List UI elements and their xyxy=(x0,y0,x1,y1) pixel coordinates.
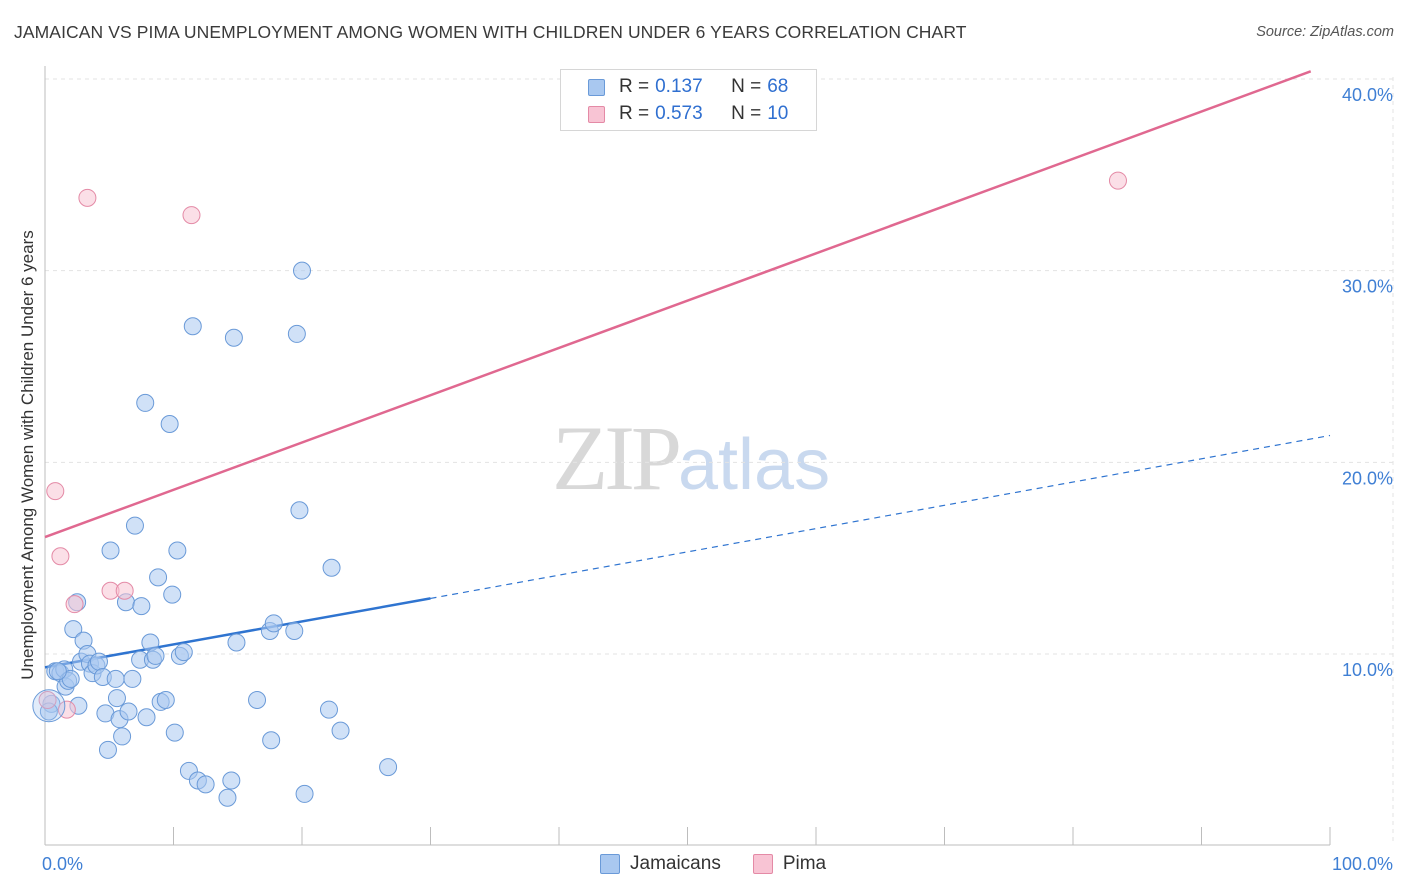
jamaicans-point xyxy=(248,691,267,709)
jamaicans-point xyxy=(98,740,117,759)
x-tick-label: 0.0% xyxy=(42,854,83,874)
jamaicans-point xyxy=(48,662,67,681)
jamaicans-point xyxy=(149,568,168,587)
pima-swatch xyxy=(588,105,605,123)
jamaicans-swatch xyxy=(600,854,620,874)
n-label: N = xyxy=(731,76,762,97)
jamaicans-point xyxy=(136,393,155,412)
pima-point xyxy=(115,581,134,600)
jamaicans-point xyxy=(183,317,202,336)
jamaicans-point xyxy=(331,721,350,740)
jamaicans-point xyxy=(89,652,108,671)
jamaicans-point xyxy=(64,620,83,639)
tick-labels: 10.0% 20.0% 30.0% 40.0% 0.0% 100.0% xyxy=(42,85,1393,874)
jamaicans-point xyxy=(163,585,182,604)
jamaicans-point xyxy=(125,516,144,535)
legend-label: Pima xyxy=(782,853,827,874)
jamaicans-trend-dashed xyxy=(430,434,1331,600)
jamaicans-point xyxy=(119,702,138,721)
jamaicans-point xyxy=(165,723,184,742)
y-tick-label: 10.0% xyxy=(1342,660,1393,680)
jamaicans-point xyxy=(290,501,309,520)
legend-item-jamaicans: Jamaicans xyxy=(600,853,721,875)
jamaicans-point xyxy=(222,771,241,790)
source-label: Source: ZipAtlas.com xyxy=(1256,24,1394,40)
jamaicans-point xyxy=(224,328,243,347)
legend-label: Jamaicans xyxy=(630,853,721,874)
jamaicans-point xyxy=(218,788,237,807)
jamaicans-point xyxy=(168,541,187,560)
jamaicans-point xyxy=(156,691,175,709)
jamaicans-point xyxy=(264,614,283,633)
jamaicans-point xyxy=(106,669,125,688)
jamaicans-point xyxy=(113,727,132,746)
r-value: 0.573 xyxy=(655,103,703,124)
pima-trend xyxy=(44,70,1312,539)
n-label: N = xyxy=(731,103,762,124)
stats-row-jamaicans: R = 0.137 N = 68 xyxy=(588,75,788,99)
jamaicans-point xyxy=(295,784,314,803)
pima-point xyxy=(51,547,70,566)
jamaicans-point xyxy=(287,324,306,343)
jamaicans-point xyxy=(262,731,281,750)
axes xyxy=(44,66,1331,846)
y-tick-label: 40.0% xyxy=(1342,85,1393,105)
stats-legend: R = 0.137 N = 68 R = 0.573 N = 10 xyxy=(560,69,817,131)
watermark-atlas: atlas xyxy=(678,425,831,505)
pima-point xyxy=(46,482,65,501)
jamaicans-trend-solid xyxy=(44,597,431,669)
stats-row-pima: R = 0.573 N = 10 xyxy=(588,102,788,126)
jamaicans-point xyxy=(196,775,215,794)
jamaicans-point xyxy=(174,643,193,662)
jamaicans-point xyxy=(322,558,341,577)
jamaicans-point xyxy=(319,700,338,719)
pima-point xyxy=(78,188,97,207)
r-label: R = xyxy=(619,76,650,97)
pima-point xyxy=(182,206,201,225)
pima-point xyxy=(1108,171,1127,190)
jamaicans-swatch xyxy=(588,78,605,96)
pima-swatch xyxy=(752,854,773,874)
jamaicans-point xyxy=(160,415,179,433)
r-value: 0.137 xyxy=(655,76,703,97)
pima-point xyxy=(65,595,84,614)
n-value: 10 xyxy=(767,103,789,124)
jamaicans-point xyxy=(293,261,311,280)
y-axis-label: Unemployment Among Women with Children U… xyxy=(18,230,37,679)
jamaicans-point xyxy=(101,541,120,560)
n-value: 68 xyxy=(767,76,789,97)
y-tick-label: 30.0% xyxy=(1342,277,1393,297)
legend-item-pima: Pima xyxy=(752,853,827,875)
x-tick-label: 100.0% xyxy=(1332,854,1393,874)
y-tick-label: 20.0% xyxy=(1342,468,1393,488)
watermark-zip: ZIP xyxy=(552,407,682,509)
jamaicans-point xyxy=(227,633,246,652)
jamaicans-point xyxy=(107,689,126,708)
jamaicans-point xyxy=(132,597,151,616)
chart-title: JAMAICAN VS PIMA UNEMPLOYMENT AMONG WOME… xyxy=(14,22,967,42)
jamaicans-point xyxy=(146,646,165,665)
jamaicans-point xyxy=(379,758,398,777)
pima-point xyxy=(38,691,57,709)
jamaicans-point xyxy=(123,669,142,688)
jamaicans-point xyxy=(285,622,304,640)
watermark: ZIPatlas xyxy=(552,405,830,511)
jamaicans-point-cluster xyxy=(32,689,66,723)
r-label: R = xyxy=(619,103,650,124)
jamaicans-point xyxy=(137,708,156,727)
data-points xyxy=(32,171,1127,807)
trend-lines xyxy=(44,70,1331,669)
series-legend: Jamaicans Pima xyxy=(600,851,858,877)
